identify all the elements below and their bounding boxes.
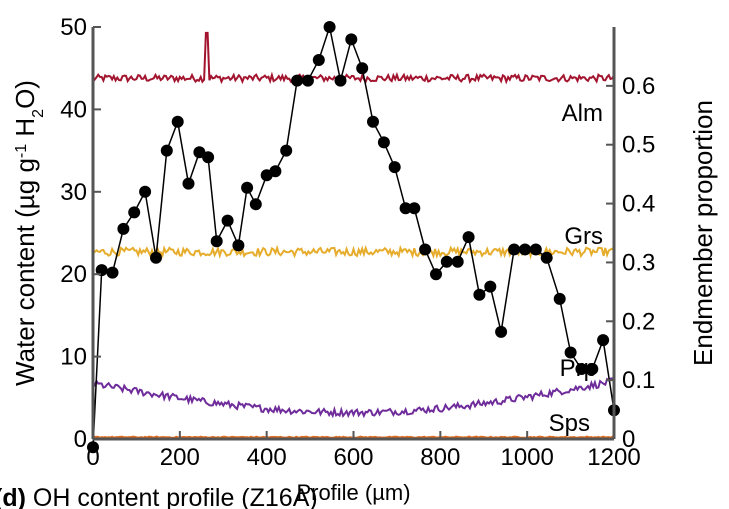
water-content-point [182,177,195,190]
y-right-axis-title: Endmember proportion [688,100,718,366]
series-labels: Alm Grs Prp Sps [549,100,603,437]
water-content-point [301,74,314,87]
series-label-prp: Prp [560,355,597,382]
water-content-point [312,54,325,66]
water-content-point [334,74,347,87]
water-content-point [519,243,531,256]
y-left-tick-label: 0 [74,426,87,453]
water-content-line [92,24,615,448]
water-content-point [87,441,99,454]
axes: 0 200 400 600 800 1000 12000102030405000.10.20… [10,14,718,505]
water-content-point [508,243,521,256]
water-content-point [529,243,542,256]
series-label-grs: Grs [564,223,603,250]
y-left-tick-label: 10 [60,344,87,371]
x-tick-label: 400 [247,444,287,471]
water-content-point [575,363,588,375]
x-axis-title: Profile (µm) [296,480,410,505]
x-tick-label: 200 [160,444,200,471]
water-content-point [399,202,412,215]
y-right-tick-label: 0.1 [622,367,655,394]
water-content-point [269,165,282,178]
water-content-point [249,198,262,211]
y-right-tick-label: 0.2 [622,308,655,335]
water-content-point [495,325,508,338]
y-right-tick-label: 0.4 [622,191,655,218]
water-content-point [419,243,432,256]
water-content-point [210,235,223,248]
figure-caption: (d) OH content profile (Z16A) [0,484,318,509]
water-content-point [150,251,162,264]
water-series-layer [87,21,620,454]
water-content-point [117,222,130,235]
water-content-point [291,74,304,87]
y-right-tick-label: 0 [622,426,635,453]
water-content-point [440,255,453,268]
endmember-series-layer [92,31,615,439]
water-content-point [586,363,599,375]
water-content-point [106,266,119,279]
y-right-tick-label: 0.3 [622,249,655,276]
water-content-point [232,239,245,252]
water-content-point [95,264,108,277]
series-prp-line [92,377,615,419]
water-content-point [462,231,475,244]
x-tick-label: 600 [333,444,373,471]
y-left-tick-label: 20 [60,261,87,288]
water-content-point [451,255,464,268]
water-content-point [564,346,577,359]
y-right-tick-label: 0.6 [622,73,655,100]
y-left-tick-label: 40 [60,96,87,123]
water-content-point [356,62,369,75]
water-content-point [430,268,442,281]
water-content-point [367,115,379,128]
water-content-point [597,334,610,347]
water-content-point [171,115,184,128]
water-content-point [202,151,215,164]
x-tick-label: 1200 [587,444,640,471]
water-content-point [473,288,486,301]
water-content-point [160,144,173,157]
series-alm-line [92,31,615,85]
water-content-point [323,21,336,33]
water-content-point [241,181,254,194]
water-content-point [345,33,358,46]
y-left-tick-label: 50 [60,14,87,41]
y-right-tick-label: 0.5 [622,132,655,159]
water-content-point [377,136,390,149]
y-left-axis-title: Water content (µg g-1 H2O) [10,80,47,386]
series-label-alm: Alm [562,100,603,127]
x-tick-label: 800 [420,444,460,471]
water-content-point [388,161,401,174]
water-content-point [540,251,553,264]
water-content-point [128,206,141,219]
x-tick-label: 0 [86,444,99,471]
y-left-tick-label: 30 [60,179,87,206]
water-content-point [484,280,497,293]
panel-label: (d) [0,484,26,509]
caption-text: OH content profile (Z16A) [32,484,318,509]
water-content-point [280,144,293,157]
series-label-sps: Sps [549,410,590,437]
water-content-point [553,292,566,305]
water-content-point [221,214,234,227]
water-content-point [139,185,152,198]
water-content-point [193,146,206,159]
water-content-point [408,202,421,215]
x-tick-label: 1000 [500,444,553,471]
